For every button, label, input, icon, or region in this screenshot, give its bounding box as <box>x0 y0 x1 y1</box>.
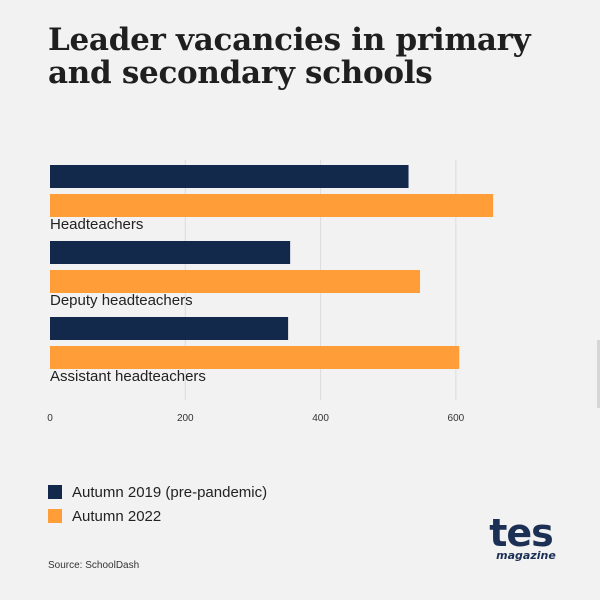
bars <box>50 165 494 369</box>
legend-item-2022: Autumn 2022 <box>48 504 267 528</box>
legend-label-2022: Autumn 2022 <box>72 507 162 525</box>
bar-2019 <box>50 241 291 264</box>
legend-swatch-2019 <box>48 485 62 499</box>
bar-2022 <box>50 346 460 369</box>
x-tick-label: 600 <box>448 413 465 424</box>
category-label: Assistant headteachers <box>50 368 206 385</box>
legend-item-2019: Autumn 2019 (pre-pandemic) <box>48 480 267 504</box>
x-tick-label: 0 <box>47 413 53 424</box>
x-tick-label: 200 <box>177 413 194 424</box>
category-label: Headteachers <box>50 216 143 233</box>
category-labels: Headteachers Deputy headteachers Assistant… <box>50 216 206 385</box>
scroll-edge <box>597 340 600 408</box>
bar-2019 <box>50 317 289 340</box>
logo-subtitle: magazine <box>496 549 556 562</box>
source-note: Source: SchoolDash <box>48 560 140 571</box>
bar-2019 <box>50 165 409 188</box>
tes-magazine-logo: tes magazine <box>486 511 556 562</box>
legend-label-2019: Autumn 2019 (pre-pandemic) <box>72 483 268 501</box>
category-label: Deputy headteachers <box>50 292 193 309</box>
bar-2022 <box>50 194 494 217</box>
x-tick-labels: 0 200 400 600 <box>47 413 464 424</box>
x-tick-label: 400 <box>312 413 329 424</box>
legend-swatch-2022 <box>48 509 62 523</box>
bar-2022 <box>50 270 421 293</box>
legend: Autumn 2019 (pre-pandemic) Autumn 2022 <box>48 480 267 528</box>
logo-wordmark: tes <box>489 511 554 555</box>
chart-title: Leader vacancies in primary and secondar… <box>48 22 531 91</box>
